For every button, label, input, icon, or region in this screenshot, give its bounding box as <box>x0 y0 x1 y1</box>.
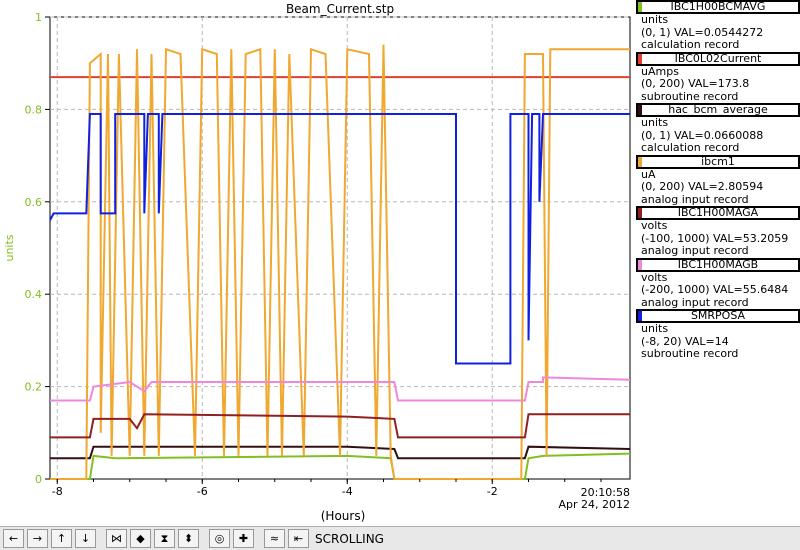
legend-entry-ibc1h00magb[interactable]: IBC1H00MAGB volts (-200, 1000) VAL=55.64… <box>636 257 800 310</box>
legend-name: ibcm1 <box>701 154 735 168</box>
x-axis-label: (Hours) <box>321 509 366 523</box>
scroll-right-icon[interactable]: → <box>27 529 48 548</box>
legend-range-val: (-200, 1000) VAL=55.6484 <box>641 283 789 296</box>
series-line-hac-bcm-average <box>50 445 631 460</box>
chart-title: Beam_Current.stp <box>286 2 394 16</box>
legend-units: volts <box>641 270 668 284</box>
axes: 0 0.2 0.4 0.6 0.8 1 -8 -6 -4 -2 <box>25 11 602 498</box>
x-tick-label: -2 <box>487 485 498 498</box>
legend-entry-ibc1h00maga[interactable]: IBC1H00MAGA volts (-100, 1000) VAL=53.20… <box>636 206 800 258</box>
legend-units: volts <box>641 219 668 232</box>
legend-swatch <box>638 53 642 64</box>
zoom-in-icon[interactable]: ◎ <box>209 529 230 548</box>
y-tick-label: 0.8 <box>25 103 43 116</box>
legend-range-val: (0, 1) VAL=0.0660088 <box>641 128 764 142</box>
y-axis-label: units <box>3 234 16 261</box>
legend-range-val: (-8, 20) VAL=14 <box>641 334 729 348</box>
legend-name: SMRPOSA <box>690 309 746 322</box>
legend-header[interactable]: IBC1H00MAGB <box>636 257 800 272</box>
legend-range-val: (0, 200) VAL=2.80594 <box>641 180 764 193</box>
toolbar: ← → ↑ ↓ ⋈ ◆ ⧗ ⬍ ◎ ✚ ≈ ⇤ SCROLLING <box>0 526 800 550</box>
legend-units: units <box>641 116 669 129</box>
legend-name: IBC1H00MAGB <box>677 257 759 271</box>
y-tick-label: 0.4 <box>25 288 43 301</box>
legend-header[interactable]: IBC1H00MAGA <box>636 206 800 220</box>
legend-entry-hac-bcm-average[interactable]: hac_bcm_average units (0, 1) VAL=0.06600… <box>636 103 800 155</box>
legend-swatch <box>638 2 642 12</box>
y-tick-label: 1 <box>35 11 42 24</box>
legend-units: units <box>641 322 669 335</box>
zoom-in-horizontal-icon[interactable]: ⋈ <box>106 529 127 548</box>
zoom-in-vertical-icon[interactable]: ⧗ <box>154 529 175 548</box>
legend: IBC1H00BCMAVG units (0, 1) VAL=0.0544272… <box>636 0 800 520</box>
x-tick-label: -4 <box>342 485 353 498</box>
scroll-down-icon[interactable]: ↓ <box>75 529 96 548</box>
x-tick-label: -8 <box>52 485 63 498</box>
zoom-out-vertical-icon[interactable]: ⬍ <box>178 529 199 548</box>
legend-range-val: (-100, 1000) VAL=53.2059 <box>641 231 789 245</box>
legend-units: units <box>641 13 669 26</box>
legend-header[interactable]: IBC0L02Current <box>636 51 800 66</box>
series-line-ibc1h00maga <box>50 413 630 439</box>
scroll-up-icon[interactable]: ↑ <box>51 529 72 548</box>
legend-swatch <box>638 311 642 321</box>
legend-record: calculation record <box>641 141 740 154</box>
scroll-left-icon[interactable]: ← <box>3 529 24 548</box>
legend-swatch <box>638 208 642 218</box>
scroll-mode-icon[interactable]: ⇤ <box>288 529 309 548</box>
legend-header[interactable]: ibcm1 <box>636 154 800 169</box>
zoom-out-icon[interactable]: ✚ <box>233 529 254 548</box>
legend-swatch <box>638 259 642 270</box>
series-layer <box>49 44 631 480</box>
series-line-ibcm1 <box>50 44 630 480</box>
legend-record: analog input record <box>641 192 749 206</box>
config-icon[interactable]: ≈ <box>264 529 285 548</box>
legend-name: hac_bcm_average <box>668 103 768 116</box>
legend-swatch <box>638 105 642 115</box>
legend-entry-ibc1h00bcmavg[interactable]: IBC1H00BCMAVG units (0, 1) VAL=0.0544272… <box>636 0 800 52</box>
legend-record: calculation record <box>641 38 740 51</box>
legend-entry-ibc0l02current[interactable]: IBC0L02Current uAmps (0, 200) VAL=173.8 … <box>636 51 800 104</box>
zoom-out-horizontal-icon[interactable]: ◆ <box>130 529 151 548</box>
legend-range-val: (0, 200) VAL=173.8 <box>641 77 750 90</box>
time-label: 20:10:58 <box>581 486 630 499</box>
legend-entry-ibcm1[interactable]: ibcm1 uA (0, 200) VAL=2.80594 analog inp… <box>636 154 800 207</box>
y-tick-label: 0 <box>35 473 42 486</box>
legend-record: subroutine record <box>641 347 739 360</box>
legend-units: uA <box>641 167 656 181</box>
legend-name: IBC1H00MAGA <box>677 206 759 219</box>
legend-header[interactable]: hac_bcm_average <box>636 103 800 117</box>
chart-svg: 00.20.40.60.81-8 -6 -4 -2 Beam_Current.stp … <box>3 2 631 523</box>
legend-swatch <box>638 156 642 167</box>
scroll-mode-label: SCROLLING <box>315 531 384 546</box>
legend-units: uAmps <box>641 64 679 78</box>
legend-range-val: (0, 1) VAL=0.0544272 <box>641 25 764 39</box>
legend-record: analog input record <box>641 295 749 309</box>
legend-record: subroutine record <box>641 89 739 103</box>
legend-name: IBC0L02Current <box>674 51 762 65</box>
legend-entry-smrposa[interactable]: SMRPOSA units (-8, 20) VAL=14 subroutine… <box>636 309 800 361</box>
series-line-smrposa <box>49 113 630 365</box>
y-tick-label: 0.6 <box>25 196 43 209</box>
legend-record: analog input record <box>641 244 749 257</box>
y-tick-label: 0.2 <box>25 381 43 394</box>
x-tick-label: -6 <box>197 485 208 498</box>
legend-header[interactable]: SMRPOSA <box>636 309 800 323</box>
date-label: Apr 24, 2012 <box>558 498 630 511</box>
series-line-ibc1h00magb <box>50 376 631 402</box>
legend-name: IBC1H00BCMAVG <box>670 0 766 13</box>
legend-header[interactable]: IBC1H00BCMAVG <box>636 0 800 14</box>
